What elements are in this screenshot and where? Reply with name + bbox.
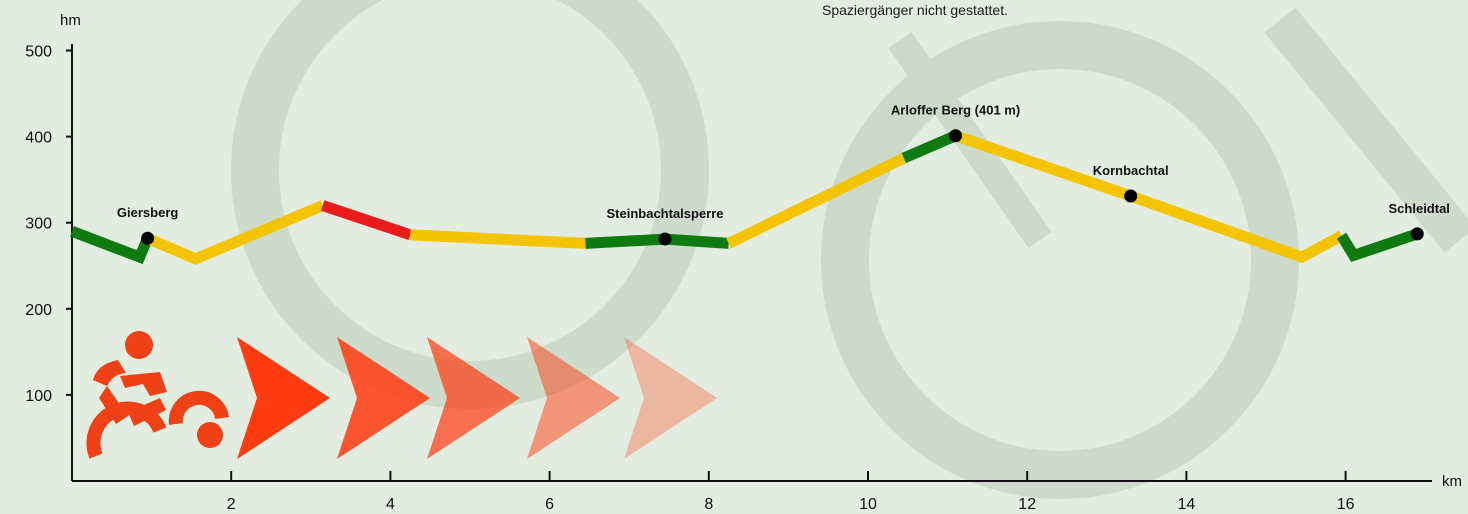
profile-segment-medium <box>410 229 586 249</box>
chevron-arrow-icon <box>624 337 717 459</box>
waypoint-label: Kornbachtal <box>1093 163 1169 178</box>
waypoint-label: Giersberg <box>117 205 178 220</box>
x-tick-label: 16 <box>1337 496 1355 513</box>
y-tick-label: 300 <box>25 216 52 233</box>
x-tick-label: 10 <box>859 496 877 513</box>
y-tick-label: 100 <box>25 388 52 405</box>
chevron-arrow-icon <box>427 337 520 459</box>
waypoint-marker <box>949 129 963 143</box>
profile-segment-medium <box>726 153 907 249</box>
profile-segment-medium <box>953 130 1345 264</box>
x-tick-label: 4 <box>386 496 395 513</box>
elevation-profile <box>70 130 1419 265</box>
waypoint-label: Schleidtal <box>1389 201 1450 216</box>
y-ticks: 100 200 300 400 500 <box>25 44 72 405</box>
x-tick-label: 14 <box>1178 496 1196 513</box>
waypoints: Giersberg Steinbachtalsperre Arloffer Berg… <box>117 103 1450 246</box>
x-tick-label: 8 <box>704 496 713 513</box>
waypoint-marker <box>141 231 155 245</box>
profile-segment-easy <box>585 233 730 249</box>
profile-segment-medium <box>145 200 325 265</box>
chevron-arrow-icon <box>237 337 330 459</box>
chevron-arrow-icon <box>337 337 430 459</box>
x-axis-label: km <box>1442 473 1462 490</box>
x-tick-label: 12 <box>1018 496 1036 513</box>
y-tick-label: 200 <box>25 302 52 319</box>
waypoint-label: Steinbachtalsperre <box>606 206 723 221</box>
profile-segment-easy <box>901 130 958 164</box>
waypoint-marker <box>658 232 672 246</box>
profile-segment-easy <box>1336 228 1419 263</box>
x-tick-label: 6 <box>545 496 554 513</box>
x-ticks: 2 4 6 8 10 12 14 16 <box>227 471 1355 513</box>
x-tick-label: 2 <box>227 496 236 513</box>
waypoint-marker <box>1410 227 1424 241</box>
waypoint-marker <box>1124 189 1138 203</box>
chevron-arrow-icon <box>527 337 620 459</box>
y-tick-label: 400 <box>25 130 52 147</box>
profile-segment-hard <box>320 200 413 241</box>
y-axis-label: hm <box>60 12 81 29</box>
profile-segment-easy <box>70 226 153 265</box>
axes <box>71 44 1432 482</box>
direction-arrows <box>237 337 717 459</box>
y-tick-label: 500 <box>25 44 52 61</box>
notice-text: Spaziergänger nicht gestattet. <box>821 2 1008 18</box>
cyclist-icon <box>86 331 229 459</box>
waypoint-label: Arloffer Berg (401 m) <box>891 103 1020 118</box>
